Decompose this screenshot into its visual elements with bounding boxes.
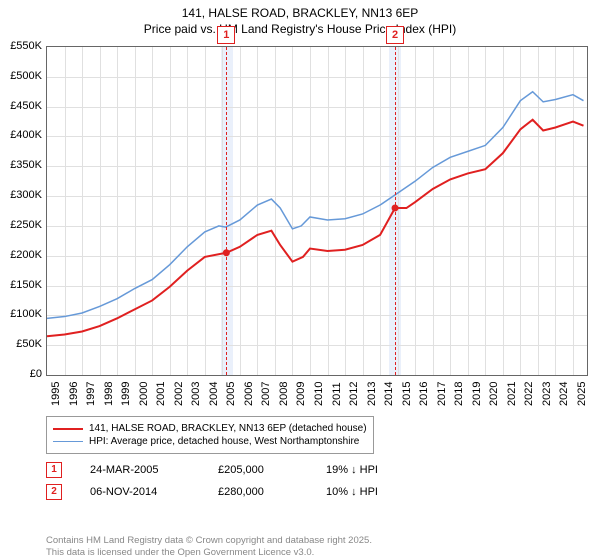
x-tick-label: 1995 xyxy=(50,382,62,406)
marker-dashed-line xyxy=(395,47,396,375)
y-tick-label: £350K xyxy=(0,159,42,171)
y-tick-label: £0 xyxy=(0,368,42,380)
x-tick-label: 2002 xyxy=(173,382,185,406)
title-line-1: 141, HALSE ROAD, BRACKLEY, NN13 6EP xyxy=(0,6,600,20)
y-tick-label: £100K xyxy=(0,308,42,320)
x-tick-label: 2016 xyxy=(418,382,430,406)
transaction-date: 24-MAR-2005 xyxy=(90,464,190,476)
x-tick-label: 2012 xyxy=(348,382,360,406)
transaction-price: £205,000 xyxy=(218,464,298,476)
y-tick-label: £550K xyxy=(0,40,42,52)
title-line-2: Price paid vs. HM Land Registry's House … xyxy=(0,22,600,36)
y-tick-label: £150K xyxy=(0,279,42,291)
x-tick-label: 2023 xyxy=(541,382,553,406)
x-tick-label: 2022 xyxy=(523,382,535,406)
series-price-paid xyxy=(47,120,583,336)
transaction-delta: 10% ↓ HPI xyxy=(326,486,378,498)
x-tick-label: 2003 xyxy=(190,382,202,406)
x-tick-label: 2008 xyxy=(278,382,290,406)
x-tick-label: 2011 xyxy=(331,382,343,406)
x-tick-label: 2010 xyxy=(313,382,325,406)
x-tick-label: 2020 xyxy=(488,382,500,406)
x-tick-label: 2009 xyxy=(295,382,307,406)
transaction-marker: 2 xyxy=(46,484,62,500)
chart-svg xyxy=(47,47,587,375)
legend-item: HPI: Average price, detached house, West… xyxy=(53,436,367,447)
transaction-row: 2 06-NOV-2014 £280,000 10% ↓ HPI xyxy=(46,484,378,500)
x-tick-label: 1996 xyxy=(68,382,80,406)
chart-plot-area xyxy=(46,46,588,376)
y-tick-label: £200K xyxy=(0,249,42,261)
x-tick-label: 2018 xyxy=(453,382,465,406)
x-tick-label: 2025 xyxy=(576,382,588,406)
x-tick-label: 1999 xyxy=(120,382,132,406)
x-tick-label: 1997 xyxy=(85,382,97,406)
y-tick-label: £450K xyxy=(0,100,42,112)
x-tick-label: 2000 xyxy=(138,382,150,406)
legend-label: HPI: Average price, detached house, West… xyxy=(89,436,359,447)
y-tick-label: £50K xyxy=(0,338,42,350)
transaction-marker: 1 xyxy=(46,462,62,478)
x-tick-label: 1998 xyxy=(103,382,115,406)
transaction-delta: 19% ↓ HPI xyxy=(326,464,378,476)
transaction-row: 1 24-MAR-2005 £205,000 19% ↓ HPI xyxy=(46,462,378,478)
legend-swatch xyxy=(53,441,83,443)
y-tick-label: £500K xyxy=(0,70,42,82)
x-tick-label: 2005 xyxy=(225,382,237,406)
series-hpi xyxy=(47,92,583,319)
legend-label: 141, HALSE ROAD, BRACKLEY, NN13 6EP (det… xyxy=(89,423,367,434)
x-tick-label: 2014 xyxy=(383,382,395,406)
x-tick-label: 2001 xyxy=(155,382,167,406)
legend-item: 141, HALSE ROAD, BRACKLEY, NN13 6EP (det… xyxy=(53,423,367,434)
y-tick-label: £250K xyxy=(0,219,42,231)
x-tick-label: 2007 xyxy=(260,382,272,406)
x-tick-label: 2013 xyxy=(366,382,378,406)
marker-number-box: 1 xyxy=(217,26,235,44)
x-tick-label: 2006 xyxy=(243,382,255,406)
marker-dashed-line xyxy=(226,47,227,375)
legend: 141, HALSE ROAD, BRACKLEY, NN13 6EP (det… xyxy=(46,416,374,454)
y-tick-label: £400K xyxy=(0,129,42,141)
transaction-price: £280,000 xyxy=(218,486,298,498)
transaction-date: 06-NOV-2014 xyxy=(90,486,190,498)
marker-number-box: 2 xyxy=(386,26,404,44)
y-tick-label: £300K xyxy=(0,189,42,201)
x-tick-label: 2021 xyxy=(506,382,518,406)
x-tick-label: 2024 xyxy=(558,382,570,406)
chart-container: 141, HALSE ROAD, BRACKLEY, NN13 6EP Pric… xyxy=(0,0,600,560)
x-tick-label: 2004 xyxy=(208,382,220,406)
footer-line-2: This data is licensed under the Open Gov… xyxy=(46,547,314,558)
x-tick-label: 2015 xyxy=(401,382,413,406)
legend-swatch xyxy=(53,428,83,430)
x-tick-label: 2019 xyxy=(471,382,483,406)
footer-line-1: Contains HM Land Registry data © Crown c… xyxy=(46,535,372,546)
x-tick-label: 2017 xyxy=(436,382,448,406)
